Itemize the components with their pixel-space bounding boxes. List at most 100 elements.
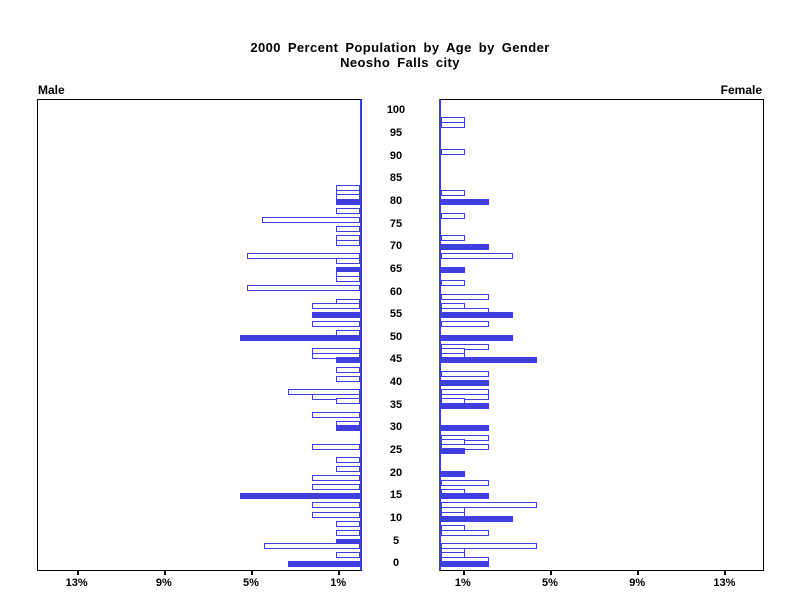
female-bar-age-18 (441, 479, 489, 486)
female-bar-age-37 (441, 393, 489, 400)
age-tick-label-45: 45 (389, 353, 403, 366)
chart-title-line1: 2000 Percent Population by Age by Gender (250, 40, 550, 55)
pct-tick-label-female-13: 13% (713, 577, 736, 589)
male-bar-age-74 (336, 226, 360, 233)
age-tick-label-95: 95 (389, 126, 403, 139)
female-bar-age-28 (441, 434, 489, 441)
age-tick-label-30: 30 (389, 421, 403, 434)
male-bar-age-2 (336, 552, 360, 559)
age-tick-label-10: 10 (389, 512, 403, 524)
age-tick-label-85: 85 (389, 172, 403, 185)
pct-tick-female-5 (550, 570, 552, 575)
pct-tick-female-13 (724, 570, 727, 575)
male-bar-age-63 (336, 275, 360, 282)
pct-tick-female-9 (637, 570, 640, 575)
female-bar-age-40 (441, 380, 489, 387)
female-bar-age-25 (441, 448, 465, 455)
female-bar-age-77 (441, 212, 465, 219)
female-bar-age-80 (441, 198, 489, 205)
pct-tick-male-1 (338, 570, 341, 575)
pct-tick-label-female-9: 9% (629, 577, 646, 589)
female-bar-age-70 (441, 244, 489, 251)
male-bar-age-78 (336, 208, 360, 214)
female-bar-age-15 (441, 493, 489, 500)
age-tick-label-50: 50 (389, 330, 403, 343)
pct-tick-male-9 (163, 570, 166, 575)
female-bar-age-42 (441, 371, 489, 377)
pct-tick-male-13 (76, 570, 79, 575)
male-bar-age-76 (261, 217, 360, 223)
male-bar-age-57 (312, 303, 360, 310)
age-tick-label-20: 20 (389, 466, 403, 479)
male-panel (37, 99, 362, 571)
female-bar-age-10 (441, 516, 513, 522)
female-bar-age-55 (441, 312, 513, 319)
age-tick-label-90: 90 (389, 149, 403, 162)
age-tick-label-80: 80 (389, 194, 403, 207)
female-panel (439, 99, 764, 571)
male-bar-age-55 (312, 312, 360, 319)
female-bar-age-20 (441, 470, 465, 477)
female-bar-age-13 (441, 502, 537, 509)
male-bar-age-17 (312, 484, 360, 491)
age-tick-label-70: 70 (389, 240, 403, 253)
age-tick-label-60: 60 (389, 285, 403, 298)
male-bar-age-9 (336, 520, 360, 527)
female-axis-label: Female (720, 83, 762, 97)
female-bar-age-45 (441, 357, 537, 364)
female-bar-age-7 (441, 529, 489, 536)
male-bar-age-26 (312, 443, 360, 450)
female-bar-age-62 (441, 280, 465, 287)
male-bar-age-13 (312, 502, 360, 509)
pct-tick-male-5 (251, 570, 253, 575)
male-bar-age-7 (336, 529, 360, 536)
male-bar-age-21 (336, 466, 360, 473)
pct-tick-female-1 (462, 570, 465, 575)
age-tick-label-65: 65 (389, 262, 403, 275)
female-bar-age-72 (441, 235, 465, 242)
male-bar-age-23 (336, 457, 360, 464)
male-axis-label: Male (38, 83, 65, 97)
male-bar-age-0 (288, 561, 360, 568)
male-bar-age-19 (312, 475, 360, 482)
pct-tick-label-male-1: 1% (330, 577, 347, 589)
chart-title: 2000 Percent Population by Age by Gender… (0, 40, 800, 70)
age-tick-label-15: 15 (389, 489, 403, 502)
chart-title-line2: Neosho Falls city (340, 55, 460, 70)
pct-tick-label-male-9: 9% (155, 577, 172, 589)
pct-tick-label-female-1: 1% (454, 577, 471, 589)
male-bar-age-36 (336, 398, 360, 405)
female-bar-age-4 (441, 543, 537, 550)
male-bar-age-53 (312, 321, 360, 328)
female-bar-age-91 (441, 149, 465, 156)
age-tick-label-100: 100 (386, 104, 406, 117)
female-bar-age-68 (441, 253, 513, 260)
age-tick-label-5: 5 (392, 534, 400, 547)
age-tick-label-0: 0 (392, 557, 400, 570)
age-tick-label-40: 40 (389, 376, 403, 389)
male-bar-age-33 (312, 411, 360, 418)
male-bar-age-41 (336, 375, 360, 382)
age-tick-label-55: 55 (389, 308, 403, 321)
male-bar-age-80 (336, 198, 360, 205)
age-tick-label-25: 25 (389, 444, 403, 456)
male-bar-age-15 (240, 493, 360, 500)
male-bar-age-4 (264, 543, 360, 550)
female-bar-age-82 (441, 189, 465, 196)
pct-tick-label-male-13: 13% (65, 577, 88, 589)
male-bar-age-43 (336, 366, 360, 373)
male-bar-age-61 (246, 285, 360, 291)
male-bar-age-50 (240, 334, 360, 341)
female-bar-age-65 (441, 266, 465, 273)
female-bar-age-26 (441, 443, 489, 450)
female-bar-age-0 (441, 561, 489, 568)
female-bar-age-97 (441, 121, 465, 128)
female-bar-age-35 (441, 402, 489, 409)
male-bar-age-11 (312, 511, 360, 518)
pct-tick-label-male-5: 5% (243, 577, 259, 589)
pct-tick-label-female-5: 5% (542, 577, 558, 589)
male-bar-age-45 (336, 357, 360, 364)
male-bar-age-68 (246, 253, 360, 260)
female-bar-age-30 (441, 425, 489, 432)
